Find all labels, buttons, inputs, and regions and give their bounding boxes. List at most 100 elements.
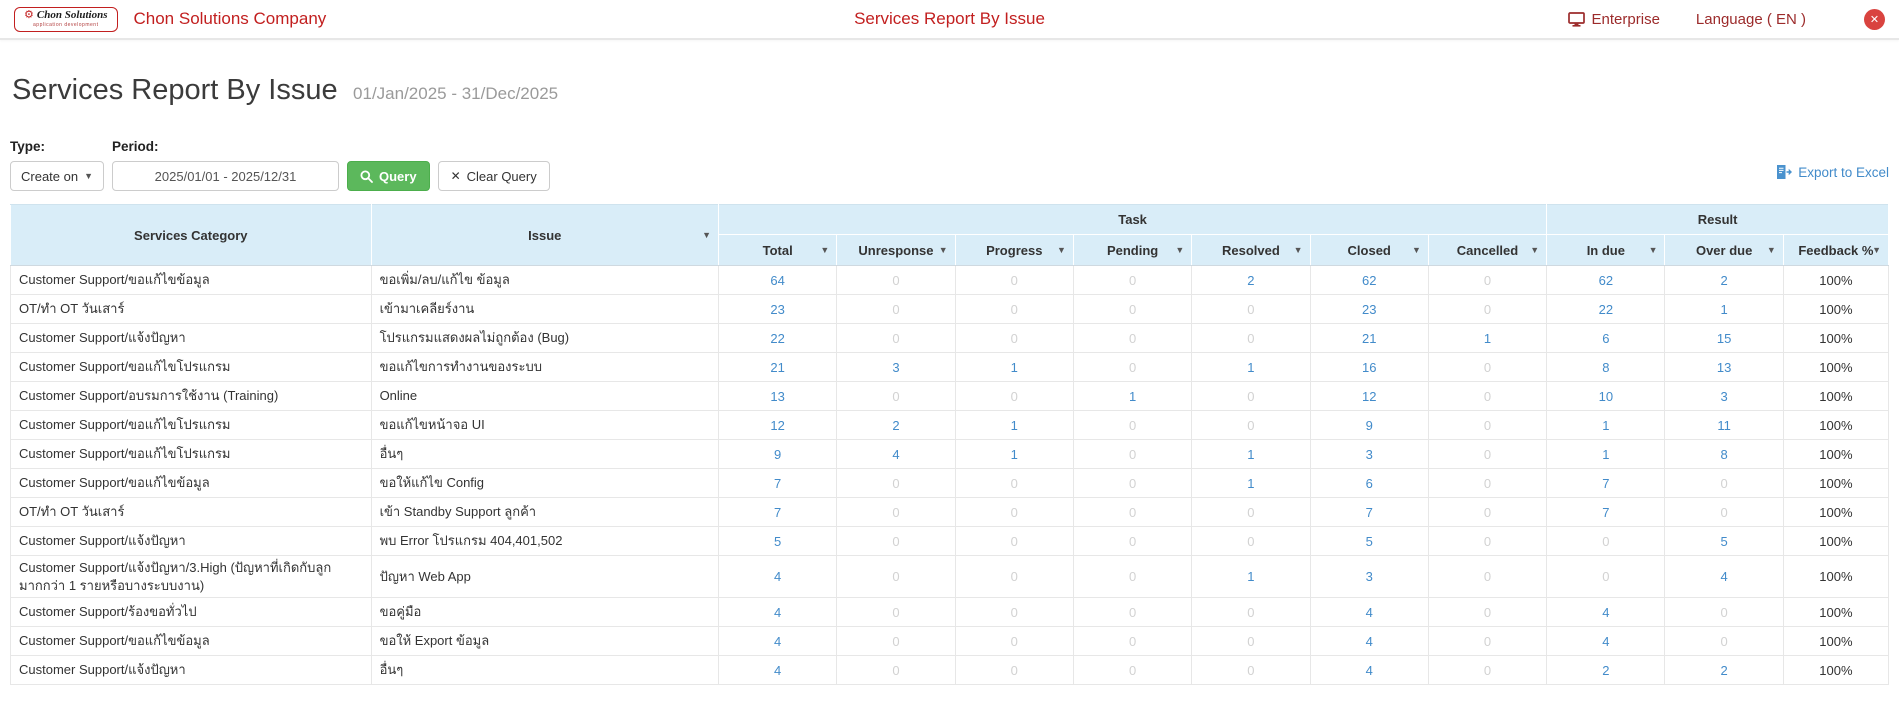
count-link[interactable]: 4: [1720, 569, 1728, 585]
column-menu-caret-icon[interactable]: ▼: [938, 245, 948, 255]
count-cell: 3: [1664, 381, 1784, 411]
count-zero: 0: [1010, 604, 1018, 620]
count-link[interactable]: 4: [1365, 604, 1373, 620]
count-link[interactable]: 1: [1720, 301, 1728, 317]
count-link[interactable]: 23: [1361, 301, 1377, 317]
language-link[interactable]: Language ( EN ): [1696, 11, 1806, 28]
count-link[interactable]: 21: [1361, 330, 1377, 346]
count-link[interactable]: 5: [1365, 533, 1373, 549]
count-link[interactable]: 4: [1365, 633, 1373, 649]
column-menu-caret-icon[interactable]: ▼: [1293, 245, 1303, 255]
count-link[interactable]: 2: [1720, 662, 1728, 678]
count-link[interactable]: 2: [1602, 662, 1610, 678]
count-link[interactable]: 8: [1602, 359, 1610, 375]
count-link[interactable]: 1: [1602, 417, 1610, 433]
column-header-resolved[interactable]: Resolved ▼: [1191, 234, 1311, 266]
count-link[interactable]: 2: [1720, 272, 1728, 288]
count-link[interactable]: 1: [1010, 359, 1018, 375]
period-input[interactable]: [112, 161, 339, 191]
close-button[interactable]: ✕: [1864, 8, 1885, 30]
enterprise-link[interactable]: Enterprise: [1567, 11, 1660, 28]
column-menu-caret-icon[interactable]: ▼: [1057, 245, 1066, 255]
app-logo[interactable]: ⚙ Chon Solutions application development: [14, 6, 118, 32]
column-header-services-category[interactable]: Services Category: [10, 204, 372, 266]
count-link[interactable]: 1: [1128, 388, 1137, 404]
count-link[interactable]: 4: [774, 569, 782, 585]
count-link[interactable]: 2: [1247, 272, 1255, 288]
count-link[interactable]: 5: [774, 533, 782, 549]
count-link[interactable]: 15: [1716, 330, 1732, 346]
column-header-issue[interactable]: Issue ▼: [370, 204, 719, 266]
count-link[interactable]: 1: [1483, 330, 1492, 346]
count-link[interactable]: 4: [774, 662, 782, 678]
count-link[interactable]: 64: [770, 272, 785, 288]
count-link[interactable]: 1: [1247, 359, 1255, 375]
count-link[interactable]: 9: [1365, 417, 1373, 433]
export-to-excel-link[interactable]: Export to Excel: [1777, 165, 1889, 180]
column-menu-caret-icon[interactable]: ▼: [1872, 245, 1881, 255]
count-link[interactable]: 7: [1365, 504, 1373, 520]
count-link[interactable]: 2: [892, 417, 900, 433]
count-link[interactable]: 21: [770, 359, 785, 375]
column-menu-caret-icon[interactable]: ▼: [1411, 245, 1421, 255]
column-header-unresponse[interactable]: Unresponse ▼: [836, 234, 956, 266]
count-link[interactable]: 62: [1598, 272, 1614, 288]
column-header-in-due[interactable]: In due ▼: [1546, 234, 1666, 266]
count-link[interactable]: 62: [1361, 272, 1377, 288]
count-link[interactable]: 11: [1717, 417, 1731, 433]
count-link[interactable]: 4: [1602, 604, 1610, 620]
count-cell: 0: [1072, 597, 1193, 628]
count-link[interactable]: 1: [1010, 417, 1018, 433]
count-link[interactable]: 13: [1716, 359, 1732, 375]
count-cell: 0: [954, 381, 1074, 411]
count-link[interactable]: 22: [1598, 301, 1614, 317]
column-header-total[interactable]: Total ▼: [717, 234, 838, 266]
count-cell: 2: [1191, 265, 1311, 295]
count-link[interactable]: 16: [1361, 359, 1377, 375]
count-link[interactable]: 12: [1361, 388, 1377, 404]
count-link[interactable]: 1: [1010, 446, 1018, 462]
count-link[interactable]: 13: [770, 388, 785, 404]
count-link[interactable]: 3: [1365, 446, 1373, 462]
clear-query-button[interactable]: ✕ Clear Query: [437, 161, 550, 191]
count-link[interactable]: 7: [1602, 475, 1610, 491]
count-link[interactable]: 6: [1365, 475, 1373, 491]
count-link[interactable]: 5: [1720, 533, 1728, 549]
count-link[interactable]: 8: [1720, 446, 1728, 462]
count-link[interactable]: 4: [774, 604, 782, 620]
column-header-cancelled[interactable]: Cancelled ▼: [1427, 234, 1548, 266]
count-link[interactable]: 23: [770, 301, 785, 317]
count-link[interactable]: 22: [770, 330, 785, 346]
count-link[interactable]: 7: [774, 504, 782, 520]
count-link[interactable]: 1: [1602, 446, 1610, 462]
count-link[interactable]: 1: [1247, 446, 1255, 462]
count-link[interactable]: 9: [774, 446, 782, 462]
column-header-feedback[interactable]: Feedback % ▼: [1782, 234, 1890, 266]
query-button[interactable]: Query: [347, 161, 430, 191]
count-link[interactable]: 3: [1365, 569, 1373, 585]
column-header-closed[interactable]: Closed ▼: [1309, 234, 1429, 266]
type-dropdown[interactable]: Create on ▼: [10, 161, 104, 191]
column-menu-caret-icon[interactable]: ▼: [1530, 245, 1540, 255]
column-menu-caret-icon[interactable]: ▼: [1766, 245, 1776, 255]
count-link[interactable]: 4: [1602, 633, 1610, 649]
count-link[interactable]: 10: [1598, 388, 1614, 404]
count-link[interactable]: 3: [1720, 388, 1728, 404]
count-link[interactable]: 4: [774, 633, 782, 649]
count-link[interactable]: 1: [1247, 475, 1255, 491]
count-link[interactable]: 4: [892, 446, 900, 462]
count-link[interactable]: 12: [770, 417, 785, 433]
column-menu-caret-icon[interactable]: ▼: [820, 245, 830, 255]
count-link[interactable]: 7: [774, 475, 782, 491]
column-menu-caret-icon[interactable]: ▼: [1648, 245, 1658, 255]
column-header-progress[interactable]: Progress ▼: [954, 234, 1074, 266]
count-link[interactable]: 6: [1602, 330, 1610, 346]
count-link[interactable]: 7: [1602, 504, 1610, 520]
column-menu-caret-icon[interactable]: ▼: [702, 230, 711, 240]
count-link[interactable]: 1: [1247, 569, 1255, 585]
column-header-over-due[interactable]: Over due ▼: [1664, 234, 1784, 266]
count-link[interactable]: 3: [892, 359, 900, 375]
count-link[interactable]: 4: [1365, 662, 1373, 678]
column-header-pending[interactable]: Pending ▼: [1072, 234, 1193, 266]
column-menu-caret-icon[interactable]: ▼: [1175, 245, 1185, 255]
